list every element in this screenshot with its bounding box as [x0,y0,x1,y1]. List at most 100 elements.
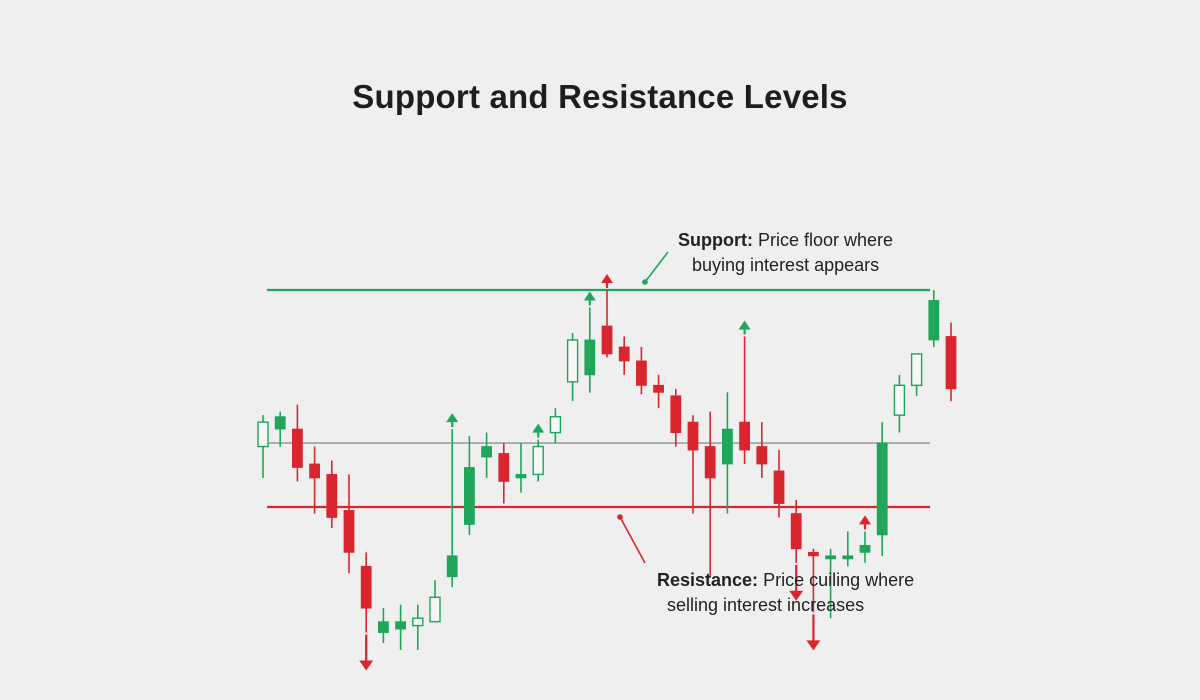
candle-4 [326,460,338,528]
candle-body [309,463,321,479]
candle-body [498,453,510,482]
candle-1 [274,411,286,447]
candle-body [842,555,854,560]
candle-body [360,565,372,609]
candle-body [429,596,441,623]
candle-13 [481,432,493,478]
candle-37 [893,374,906,433]
arrows-layer [359,274,871,671]
candle-body [618,346,630,362]
candle-body [377,621,389,633]
candle-body [601,325,613,355]
candle-29 [756,422,768,478]
candle-body [463,467,475,525]
candle-body [945,336,957,390]
candle-body [257,421,269,448]
candle-8 [395,604,407,650]
candle-body [395,621,407,630]
candle-27 [722,392,733,514]
candle-12 [463,436,475,535]
candle-14 [498,443,510,504]
support-text-line1: Price floor where [758,230,894,250]
arrow-up-icon [859,515,871,530]
candle-3 [309,446,321,514]
levels-layer [267,288,930,509]
arrow-down-icon [806,614,821,651]
candle-body [928,300,940,341]
candle-24 [670,388,682,447]
arrow-up-icon [738,320,751,335]
candle-body [549,416,562,434]
candle-body [670,395,682,434]
candle-39 [928,290,940,347]
resistance-pointer [617,514,646,564]
candles-layer [257,290,957,650]
candle-11 [446,429,458,588]
candle-32 [808,548,819,613]
candle-body [653,384,664,393]
arrow-up-icon [446,413,459,428]
candle-body [566,339,579,383]
candle-31 [790,500,802,563]
chart-title: Support and Resistance Levels [352,78,848,115]
candle-0 [257,415,269,478]
resistance-text-line1: Price cuiling where [763,570,915,590]
support-text-line2: buying interest appears [692,255,880,275]
candle-21 [618,336,630,375]
candle-9 [412,604,424,650]
arrow-down-icon [789,564,804,601]
candle-34 [842,531,854,567]
candle-body [739,421,750,451]
candle-body [722,428,733,465]
candle-22 [636,346,647,395]
candle-body [481,446,493,458]
resistance-annotation: Resistance: Price cuiling where selling … [657,568,914,618]
candle-28 [739,336,750,464]
candle-body [326,474,338,518]
candle-20 [601,290,613,358]
candle-body [412,617,424,627]
arrow-up-icon [532,423,545,438]
candle-36 [876,422,888,556]
candle-26 [704,411,716,577]
candle-30 [773,450,785,518]
candle-body [446,555,458,578]
pointers-layer [617,251,669,564]
candle-10 [429,580,441,623]
candle-body [808,551,819,557]
candle-body [532,445,544,476]
support-annotation: Support: Price floor where buying intere… [678,228,893,278]
candle-35 [859,531,871,563]
candle-body [876,442,888,536]
candle-17 [549,408,562,444]
candle-7 [377,608,389,644]
candle-15 [515,443,527,493]
candle-25 [687,415,699,514]
candle-body [274,416,286,430]
candle-body [291,428,303,468]
candle-body [515,474,527,479]
candle-body [636,360,647,386]
candle-body [343,510,355,553]
candle-40 [945,322,957,402]
candle-body [790,513,802,550]
support-pointer [642,251,669,285]
candle-body [893,384,906,416]
candle-body [756,446,768,465]
candle-body [859,544,871,553]
candle-23 [653,374,664,409]
candle-18 [566,333,579,402]
resistance-text-line2: selling interest increases [667,595,865,615]
support-label: Support: [678,230,753,250]
candle-33 [825,548,836,619]
candle-body [910,353,923,387]
candle-5 [343,474,355,574]
arrow-up-icon [583,291,596,306]
candle-body [773,470,785,504]
resistance-label: Resistance: [657,570,759,590]
candle-6 [360,552,372,633]
candle-19 [584,307,596,393]
candle-16 [532,439,544,482]
candle-body [584,339,596,376]
